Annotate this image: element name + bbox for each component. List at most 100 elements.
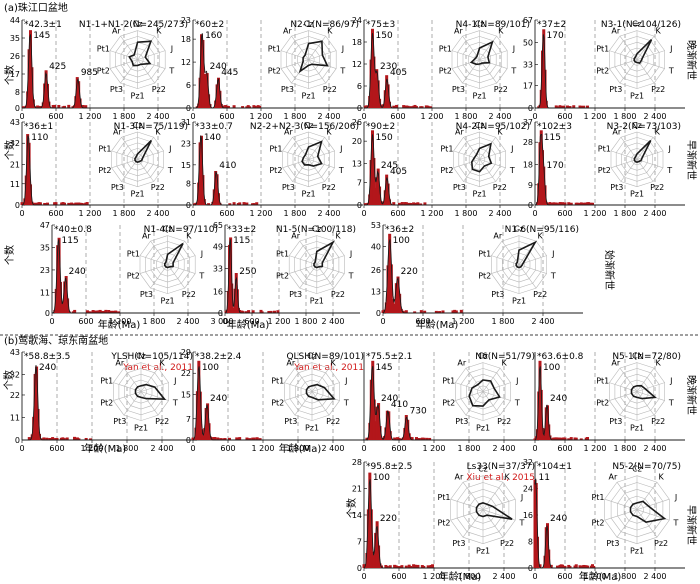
radar-axis-label: Ar: [611, 358, 620, 367]
histogram-bar: [386, 84, 390, 108]
histogram-bar: [543, 69, 547, 108]
radar-axis-label: J: [349, 249, 352, 258]
y-tick-label: 20: [352, 137, 362, 146]
radar-axis-label: J: [168, 145, 171, 154]
histogram-bar: [416, 202, 420, 205]
histogram-bar: [554, 105, 558, 108]
x-tick-label: 600: [557, 209, 572, 218]
histogram-bar: [547, 549, 551, 568]
x-tick-label: 1 200: [268, 317, 291, 326]
histogram-bar: [209, 436, 212, 440]
x-tick-label: 600: [78, 317, 93, 326]
peak-label: 425: [49, 62, 66, 72]
radar-axis-label: K: [326, 128, 332, 137]
y-tick-label: 28: [352, 458, 362, 467]
radar-spoke: [450, 509, 484, 521]
radar-spoke: [150, 264, 168, 289]
radar-axis-label: Pt2: [598, 166, 611, 175]
histogram-bar: [276, 310, 280, 313]
histogram-bar: [538, 564, 542, 568]
x-tick-label: 1 200: [584, 209, 607, 218]
histogram-bar: [420, 106, 424, 108]
histogram-bar: [241, 311, 245, 313]
y-tick-label: 16: [213, 287, 223, 296]
radar-spoke: [465, 391, 484, 416]
radar-spoke: [316, 264, 335, 289]
youngest-age-label: *104±1: [537, 462, 572, 472]
histogram-bar: [417, 438, 421, 440]
radar-spoke: [482, 391, 511, 401]
y-tick-label: 0: [357, 201, 362, 210]
histogram-bar: [85, 202, 89, 205]
radar-axis-label: K: [656, 26, 662, 35]
radar-spoke: [123, 367, 142, 392]
x-tick-label: 0: [222, 317, 227, 326]
histogram-bar: [413, 564, 417, 568]
histogram-bar: [441, 310, 445, 313]
radar-spoke: [620, 159, 638, 182]
chart-panel-a8: 0 9 18 28 37 0 600 1 200 1 800 2 400 115 170 *102±3 N…: [523, 118, 685, 218]
radar-profile: [633, 139, 652, 163]
radar-axis-label: Pt1: [276, 249, 289, 258]
radar-axis-label: K: [327, 26, 333, 35]
y-tick-label: 8: [15, 88, 20, 97]
histogram-bar: [238, 437, 242, 440]
histogram-bar: [404, 565, 408, 568]
x-tick-label: 1 200: [250, 209, 273, 218]
histogram-bar: [258, 105, 262, 108]
xlabel-row4-left: 年龄(Ma): [84, 442, 127, 455]
x-tick-label: 2 400: [318, 209, 341, 218]
x-tick-label: 1 800: [284, 112, 307, 121]
histogram-bar: [423, 202, 427, 205]
radar-axis-label: K: [331, 358, 337, 367]
radar-axis-label: Pz1: [476, 424, 490, 433]
radar-axis-label: Pt3: [606, 539, 619, 548]
x-tick-label: 0: [361, 112, 366, 121]
x-tick-label: 0: [190, 209, 195, 218]
x-tick-label: 1 200: [79, 112, 102, 121]
x-tick-label: 0: [190, 112, 195, 121]
histogram-bar: [409, 566, 413, 568]
y-tick-label: 32: [10, 371, 20, 380]
histogram-bar: [62, 438, 66, 440]
radar-profile: [128, 40, 153, 67]
radar-axis-label: K: [656, 358, 662, 367]
histogram-bar: [218, 90, 222, 108]
x-tick-label: 1 200: [584, 444, 607, 453]
radar-axis-label: Pt3: [113, 417, 126, 426]
histogram-bar: [207, 94, 211, 108]
age-probability-curve: [224, 239, 360, 314]
radar-spoke: [619, 59, 638, 84]
histogram-bar: [397, 437, 401, 440]
peak-label: 110: [31, 133, 48, 143]
peak-label: 170: [547, 161, 564, 171]
histogram-bar: [247, 310, 251, 313]
histogram-bar: [406, 105, 410, 108]
radar-axis-label: Pt2: [596, 399, 609, 408]
histogram-bar: [428, 437, 432, 440]
youngest-age-label: *60±2: [195, 20, 224, 30]
histogram-bar: [36, 408, 40, 440]
youngest-age-label: *42.3±1: [24, 20, 62, 30]
x-tick-label: 2 400: [644, 112, 667, 121]
peak-label: 100: [543, 363, 560, 373]
radar-spoke: [636, 482, 658, 510]
y-tick-label: 32: [523, 458, 533, 467]
histogram-bar: [453, 309, 457, 313]
radar-axis-label: Pz2: [533, 290, 547, 299]
radar-axis-label: Pt2: [271, 399, 284, 408]
y-tick-label: 50: [523, 38, 533, 47]
histogram-bar: [413, 311, 417, 313]
chart-panel-a4: 0 17 33 50 67 0 600 1 200 1 800 2 400 170*37±2 N3-1…: [523, 16, 685, 121]
radar-spoke: [121, 137, 138, 160]
x-tick-label: 600: [219, 112, 234, 121]
xlabel-row5-mid: 年龄(Ma): [439, 570, 482, 583]
histogram-bar: [404, 310, 408, 313]
radar-spoke: [113, 391, 142, 401]
radar-axis-label: Pt1: [591, 493, 604, 502]
x-tick-label: 2 400: [489, 209, 512, 218]
xlabel-row3-mid: 年龄(Ma): [227, 318, 270, 331]
radar-axis-label: Cz: [304, 121, 314, 130]
